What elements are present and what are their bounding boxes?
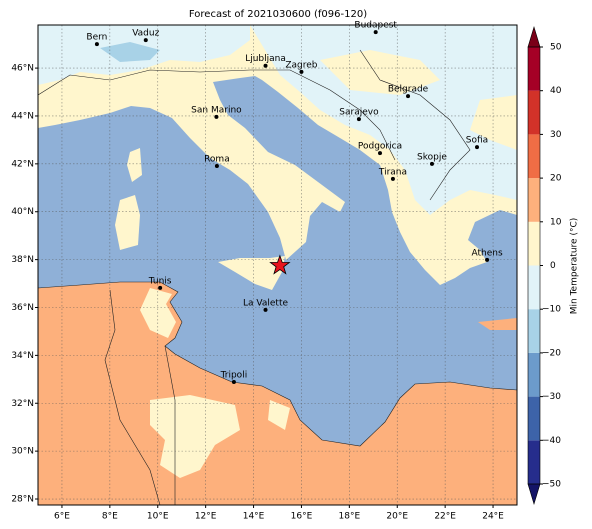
- colorbar-tick-label: 20: [550, 174, 562, 184]
- sardinia: [115, 195, 140, 250]
- x-tick-label: 6°E: [54, 512, 70, 522]
- y-tick-label: 42°N: [11, 159, 34, 169]
- city-dot: [378, 151, 383, 156]
- y-tick-label: 36°N: [11, 303, 34, 313]
- libya-mild: [150, 395, 240, 478]
- city-label: Skopje: [417, 152, 447, 162]
- city-dot: [373, 30, 378, 35]
- colorbar-tick-label: −40: [542, 436, 561, 446]
- y-tick-label: 46°N: [11, 64, 34, 74]
- colorbar-tick-label: −50: [542, 480, 561, 490]
- country-border: [164, 345, 176, 505]
- colorbar-band: [528, 265, 540, 310]
- location-star: [269, 254, 291, 275]
- y-tick-label: 40°N: [11, 207, 34, 217]
- colorbar-tick-label: 40: [550, 86, 562, 96]
- city-label: Podgorica: [358, 142, 402, 152]
- city-label: Belgrade: [388, 85, 429, 95]
- city-label: Zagreb: [285, 60, 317, 70]
- country-border: [104, 289, 161, 505]
- city-dot: [263, 63, 268, 68]
- hungary-plain: [320, 50, 440, 95]
- y-tick-label: 30°N: [11, 447, 34, 457]
- city-label: Bern: [86, 33, 107, 43]
- colorbar-tick-label: 0: [550, 261, 556, 271]
- y-tick-label: 32°N: [11, 399, 34, 409]
- city-label: San Marino: [191, 105, 242, 115]
- city-dot: [356, 117, 361, 122]
- colorbar-band: [528, 47, 540, 91]
- title: Forecast of 2021030600 (f096-120): [189, 9, 367, 20]
- city-label: Sofia: [466, 136, 488, 146]
- country-border: [38, 69, 396, 161]
- country-border: [359, 49, 471, 201]
- city-dot: [214, 164, 219, 169]
- colorbar-tick-label: −20: [542, 348, 561, 358]
- city-label: Sarajevo: [339, 108, 379, 118]
- colorbar-under: [527, 483, 541, 506]
- colorbar-band: [528, 309, 540, 353]
- city-dot: [214, 114, 219, 119]
- balkans-cold: [250, 25, 517, 215]
- colorbar-band: [528, 396, 540, 441]
- colorbar-tick-label: −10: [542, 305, 561, 315]
- corsica: [127, 148, 142, 182]
- map-area: [38, 25, 517, 505]
- city-dot: [485, 257, 490, 262]
- city-dot: [94, 42, 99, 47]
- colorbar-tick-label: 30: [550, 130, 562, 140]
- colorbar-tick-label: 50: [550, 43, 562, 53]
- colorbar-tick-label: 10: [550, 217, 562, 227]
- city-dot: [406, 94, 411, 99]
- x-tick-label: 18°E: [339, 512, 361, 522]
- y-tick-label: 28°N: [11, 495, 34, 505]
- colorbar-band: [528, 352, 540, 397]
- city-label: Vaduz: [132, 29, 159, 39]
- alps-colder: [100, 42, 160, 62]
- city-label: Roma: [204, 155, 230, 165]
- colorbar-band: [528, 178, 540, 222]
- city-dot: [429, 161, 434, 166]
- x-tick-label: 16°E: [291, 512, 313, 522]
- sicily: [218, 256, 285, 290]
- libya-mild-2: [268, 400, 290, 430]
- city-label: Tripoli: [220, 370, 248, 380]
- city-label: Tunis: [148, 276, 172, 286]
- city-dot: [263, 307, 268, 312]
- colorbar-band: [528, 440, 540, 484]
- y-tick-label: 44°N: [11, 111, 34, 121]
- x-tick-label: 22°E: [434, 512, 456, 522]
- x-tick-label: 10°E: [147, 512, 169, 522]
- city-dot: [390, 176, 395, 181]
- x-tick-label: 14°E: [243, 512, 265, 522]
- x-tick-label: 20°E: [386, 512, 408, 522]
- colorbar-label: Min Temperature (°C): [570, 218, 580, 315]
- city-label: Athens: [471, 248, 502, 258]
- city-dot: [299, 69, 304, 74]
- y-tick-label: 34°N: [11, 351, 34, 361]
- x-tick-label: 12°E: [195, 512, 217, 522]
- city-label: Ljubljana: [245, 54, 286, 64]
- city-dot: [475, 145, 480, 150]
- x-tick-label: 24°E: [482, 512, 504, 522]
- city-label: Budapest: [354, 21, 397, 31]
- crete: [478, 318, 517, 330]
- colorbar-tick-label: −30: [542, 392, 561, 402]
- x-tick-label: 8°E: [102, 512, 118, 522]
- city-dot: [143, 38, 148, 43]
- colorbar-band: [528, 134, 540, 179]
- city-label: Tirana: [378, 167, 407, 177]
- city-dot: [158, 285, 163, 290]
- city-dot: [231, 379, 236, 384]
- y-tick-label: 38°N: [11, 255, 34, 265]
- colorbar-over: [527, 25, 541, 48]
- city-label: La Valette: [243, 298, 288, 308]
- colorbar-band: [528, 221, 540, 266]
- colorbar-band: [528, 90, 540, 135]
- map-frame: [37, 24, 518, 506]
